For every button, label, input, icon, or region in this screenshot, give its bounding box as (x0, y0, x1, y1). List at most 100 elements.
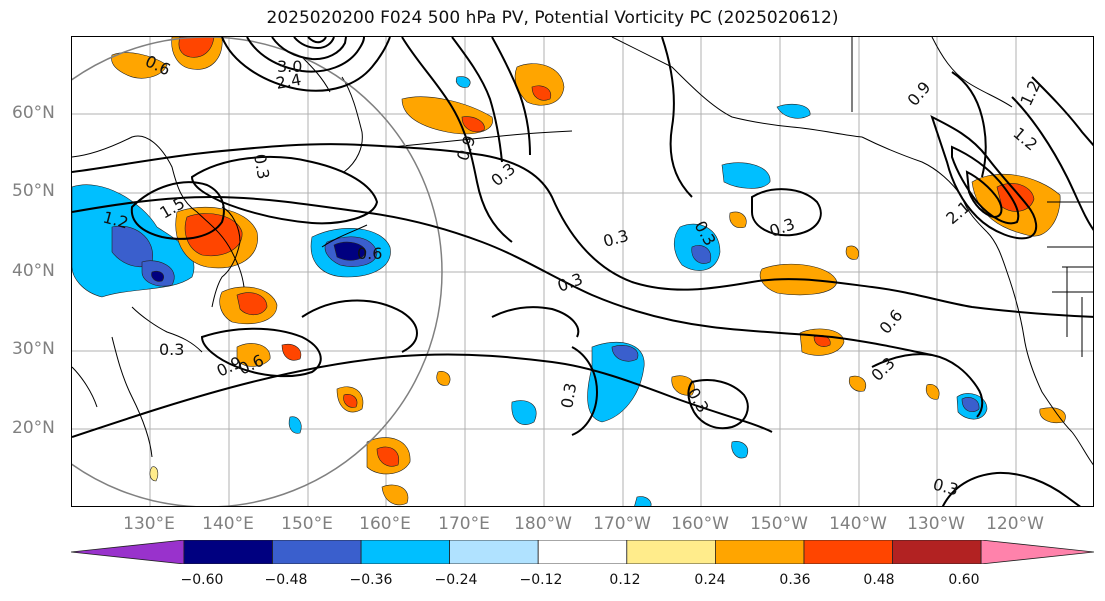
contour-label-group: 0.6 3.0 2.4 0.3 0.9 1.2 1.5 0.6 0.3 0.3 … (101, 51, 1044, 499)
lon-label-150e: 150°E (281, 514, 333, 534)
positive-anomaly-cp-1 (236, 343, 271, 367)
contour-1p2-bering (491, 37, 531, 156)
coast-korea-china (72, 306, 203, 458)
contour-0p3-hawaii (687, 379, 749, 430)
negative-anomaly-small-1 (288, 416, 302, 434)
negative-anomaly-small-4 (634, 496, 652, 506)
negative-anomaly-120w-core (961, 397, 980, 412)
contour-nw-east-2 (1031, 76, 1093, 147)
contour-0p6-japan-east (200, 327, 322, 378)
coast-asia (72, 135, 245, 288)
colorbar-tick: 0.12 (609, 572, 641, 588)
contour-0p3-bering (401, 37, 513, 243)
lon-label-120w: 120°W (986, 514, 1044, 534)
map-title: 2025020200 F024 500 hPa PV, Potential Vo… (266, 8, 839, 28)
radius-circle (72, 37, 443, 506)
contour-label: 0.3 (601, 226, 631, 251)
coastlines (72, 37, 1093, 466)
colorbar-tick: 0.60 (948, 572, 980, 588)
lon-label-180w: 180°W (514, 514, 572, 534)
pv-contours (72, 37, 1093, 506)
contour-label: 0.9 (904, 78, 935, 110)
pv-shading (72, 37, 1066, 506)
positive-anomaly-small-6 (845, 245, 859, 260)
contour-label: 2.4 (274, 70, 302, 93)
contour-0p3-main (72, 143, 1093, 318)
negative-anomaly-small-2 (731, 441, 749, 459)
lon-label-140e: 140°E (202, 514, 254, 534)
lat-label-50n: 50°N (12, 181, 55, 201)
lon-label-160w: 160°W (671, 514, 729, 534)
colorbar-segment (360, 540, 451, 564)
colorbar-segment (892, 540, 982, 564)
lon-label-160e: 160°E (359, 514, 411, 534)
contour-label: 0.3 (931, 475, 961, 500)
lat-label-30n: 30°N (12, 339, 55, 359)
lon-label-170w: 170°W (593, 514, 651, 534)
lon-label-140w: 140°W (829, 514, 887, 534)
contour-label: 0.3 (159, 340, 184, 359)
contour-label: 0.6 (876, 306, 907, 338)
positive-anomaly-alaska-west-core (531, 85, 552, 101)
positive-anomaly-cp-4 (381, 484, 409, 506)
negative-anomaly-alaska (776, 103, 811, 119)
contour-0p9-nw (951, 71, 987, 178)
positive-anomaly-bering-core (461, 116, 485, 133)
contour-high-kamchatka-1 (221, 37, 391, 92)
positive-anomaly-okhotsk (111, 52, 168, 79)
contour-label: 1.2 (1009, 124, 1041, 155)
negative-anomaly-dateline-dark (333, 241, 367, 261)
colorbar-extend-min (71, 540, 185, 564)
colorbar-tick: −0.12 (519, 572, 563, 588)
lat-label-40n: 40°N (12, 261, 55, 281)
contour-0p6-main (72, 195, 933, 356)
positive-anomaly-cp-1-core (281, 344, 302, 361)
contour-0p3-dateline (571, 346, 599, 436)
colorbar-tick: −0.60 (180, 572, 224, 588)
contour-label: 1.2 (1016, 78, 1044, 109)
positive-anomaly-small-11 (149, 466, 159, 482)
colorbar-segment (272, 540, 362, 564)
positive-anomaly-japan-south-core (236, 292, 268, 316)
colorbar-segment (183, 540, 273, 564)
colorbar (71, 540, 1094, 564)
contour-0p3-alaska (661, 37, 693, 198)
contour-nw-cyclone-2 (951, 145, 1020, 225)
positive-anomaly-small-7 (849, 375, 867, 392)
positive-anomaly-small-9 (925, 384, 940, 400)
colorbar-tick: 0.36 (779, 572, 811, 588)
contour-0p3-central (751, 188, 822, 237)
lat-label-60n: 60°N (12, 103, 55, 123)
contour-nw-cyclone-1 (930, 115, 1038, 240)
coast-aleutians (321, 130, 573, 248)
contour-0p3-east-south (871, 353, 984, 418)
graticule (72, 37, 1093, 506)
positive-anomaly-small-5 (729, 211, 747, 228)
colorbar-segment (537, 540, 628, 564)
contour-high-kamchatka-2 (246, 37, 365, 73)
positive-anomaly-kamchatka-core (178, 37, 215, 58)
colorbar-tick: 0.48 (863, 572, 895, 588)
lon-label-150w: 150°W (750, 514, 808, 534)
positive-anomaly-cp-3-core (376, 446, 400, 467)
contour-label: 0.3 (767, 214, 797, 241)
contour-high-kamchatka-3 (271, 37, 347, 61)
contour-0p3-se (941, 471, 1081, 506)
colorbar-segment (803, 540, 893, 564)
coast-canada-inland (851, 37, 1013, 112)
contour-label: 0.6 (357, 244, 382, 263)
negative-anomaly-hawaii-west (511, 400, 537, 425)
contour-0p3-nw-pac (301, 299, 418, 353)
coast-us-west (986, 231, 1073, 433)
contour-0p3-dateline-west (491, 306, 580, 338)
contour-label: 0.3 (557, 381, 580, 409)
positive-anomaly-small-10 (436, 371, 451, 386)
negative-anomaly-dark-1 (151, 270, 164, 282)
negative-anomaly-dateline-east (587, 341, 645, 423)
contour-high-kamchatka-4 (293, 37, 335, 50)
coast-canada (861, 136, 988, 233)
negative-anomaly-small-3 (455, 76, 471, 88)
contour-label: 0.3 (250, 152, 273, 180)
positive-anomaly-cp-2-core (343, 394, 358, 408)
contour-label: 2.1 (942, 197, 974, 228)
